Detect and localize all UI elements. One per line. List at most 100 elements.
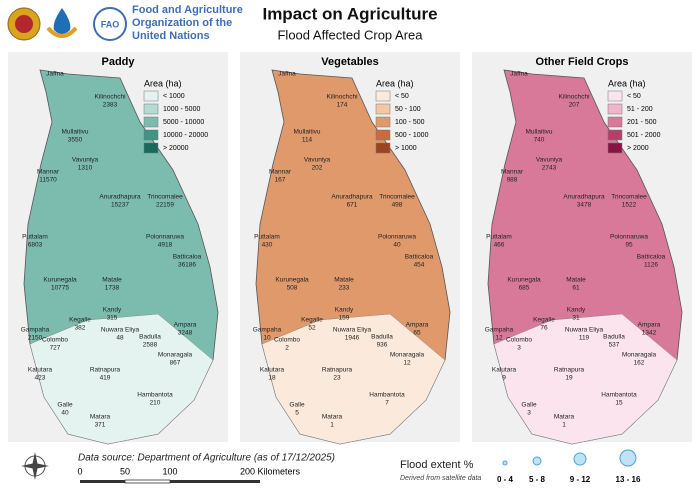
map-panel: Vegetables Area (ha) < 50 50 - 100 100 - 500… [240, 52, 460, 445]
district-value: 159 [339, 315, 350, 322]
district-value: 1522 [622, 202, 637, 209]
district-name: Polonnaruwa [378, 234, 416, 241]
district-name: Ampara [638, 322, 661, 329]
district-name: Kalutara [28, 367, 53, 374]
govt-emblem [7, 7, 41, 41]
legend-swatch [143, 129, 159, 141]
district-value: 2588 [143, 342, 158, 349]
legend-swatch [375, 116, 391, 128]
map-panel: Other Field Crops Area (ha) < 50 51 - 200 20… [472, 52, 692, 445]
district-name: Galle [289, 402, 305, 409]
district-name: Mullaitivu [293, 129, 320, 136]
district-value: 12 [403, 360, 411, 367]
district-name: Ratnapura [554, 367, 585, 374]
district-name: Kandy [335, 307, 354, 314]
district-name: Hambantota [601, 392, 637, 399]
district-name: Colombo [506, 337, 532, 344]
district-value: 12 [495, 335, 503, 342]
legend-swatch [607, 142, 623, 154]
legend-title: Area (ha) [608, 78, 646, 88]
flood-legend-note: Derived from satellite data [400, 475, 481, 482]
district-value: 10 [263, 335, 271, 342]
island-south [29, 313, 214, 445]
district-name: Hambantota [369, 392, 405, 399]
district-name: Matara [90, 414, 111, 421]
legend-label: < 50 [395, 93, 409, 100]
district-name: Galle [521, 402, 537, 409]
district-name: Gampaha [485, 327, 514, 334]
district-value: 23 [333, 375, 341, 382]
district-name: Anuradhapura [331, 194, 373, 201]
district-name: Monaragala [158, 352, 193, 359]
district-value: 382 [75, 325, 86, 332]
district-value: 10775 [51, 285, 69, 292]
legend-swatch [607, 90, 623, 102]
legend-swatch [375, 129, 391, 141]
scale-label: 100 [162, 466, 177, 476]
district-name: Batticaloa [173, 254, 202, 261]
district-name: Anuradhapura [563, 194, 605, 201]
district-name: Nuwara Eliya [333, 327, 372, 334]
district-name: Jaffna [510, 71, 528, 78]
district-name: Batticaloa [637, 254, 666, 261]
district-value: 2 [285, 345, 289, 352]
scale-label: 200 Kilometers [240, 466, 301, 476]
legend-label: > 1000 [395, 145, 417, 152]
district-value: 18 [268, 375, 276, 382]
org-name: United Nations [132, 30, 210, 42]
district-name: Ampara [174, 322, 197, 329]
district-value: 207 [569, 102, 580, 109]
district-value: 5 [295, 410, 299, 417]
district-name: Nuwara Eliya [565, 327, 604, 334]
district-name: Monaragala [390, 352, 425, 359]
district-name: Kilinochchi [94, 94, 125, 101]
scale-label: 0 [77, 466, 82, 476]
legend-label: 100 - 500 [395, 119, 425, 126]
legend-swatch [143, 103, 159, 115]
flood-legend-symbols [502, 449, 637, 467]
legend-swatch [143, 90, 159, 102]
scale-label: 50 [120, 466, 130, 476]
district-value: 936 [377, 342, 388, 349]
district-name: Badulla [603, 334, 625, 341]
district-name: Trincomalee [379, 194, 415, 201]
district-value: 3478 [577, 202, 592, 209]
district-value: 1738 [105, 285, 120, 292]
district-name: Jaffna [278, 71, 296, 78]
district-value: 15237 [111, 202, 129, 209]
island-south [261, 313, 446, 445]
legend-swatch [607, 116, 623, 128]
district-value: 52 [308, 325, 316, 332]
district-name: Matale [334, 277, 354, 284]
legend-swatch [143, 142, 159, 154]
legend-swatch [375, 90, 391, 102]
district-name: Kurunegala [507, 277, 541, 284]
district-value: 1310 [78, 165, 93, 172]
district-value: 454 [414, 262, 425, 269]
district-name: Gampaha [21, 327, 50, 334]
district-value: 1 [330, 422, 334, 429]
legend-label: > 20000 [163, 145, 189, 152]
district-name: Matale [566, 277, 586, 284]
legend-title: Area (ha) [144, 78, 182, 88]
district-value: 3550 [68, 137, 83, 144]
district-value: 95 [625, 242, 633, 249]
district-name: Kilinochchi [558, 94, 589, 101]
district-value: 3 [527, 410, 531, 417]
maps: Paddy Area (ha) < 1000 1000 - 5000 5000 - 10… [8, 52, 692, 445]
district-name: Gampaha [253, 327, 282, 334]
svg-text:FAO: FAO [101, 19, 120, 29]
district-value: 498 [392, 202, 403, 209]
district-name: Mullaitivu [525, 129, 552, 136]
district-value: 1 [562, 422, 566, 429]
district-value: 315 [107, 315, 118, 322]
drop-logo [46, 8, 78, 38]
district-name: Puttalam [22, 234, 48, 241]
district-value: 867 [170, 360, 181, 367]
legend-swatch [375, 103, 391, 115]
district-name: Matara [322, 414, 343, 421]
flood-class: 9 - 12 [570, 475, 591, 484]
district-value: 727 [50, 345, 61, 352]
district-value: 48 [116, 335, 124, 342]
legend-label: 10000 - 20000 [163, 132, 208, 139]
